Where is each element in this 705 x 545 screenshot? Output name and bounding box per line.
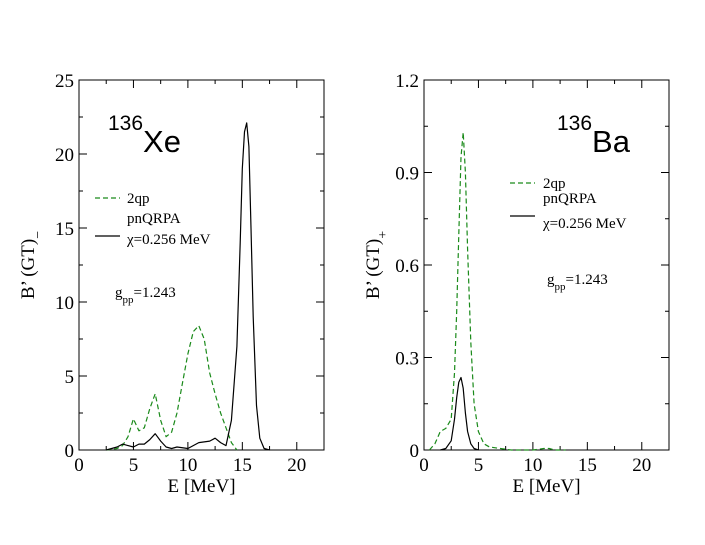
y-tick-label: 1.2 (395, 71, 419, 92)
y-tick-label: 15 (55, 219, 74, 240)
nucleus-element: Ba (592, 124, 631, 159)
y-axis-label: B’ (GT)+ (363, 231, 391, 299)
legend-label-pnqrpa: pnQRPA (543, 191, 597, 207)
x-tick-label: 5 (474, 455, 484, 476)
y-axis-label-subscript: + (376, 231, 391, 239)
nucleus-label: 136Ba (557, 112, 631, 159)
y-tick-label: 0 (65, 441, 75, 462)
series-line-2qp (106, 325, 238, 451)
plot-frame (78, 79, 325, 451)
gpp-value: =1.243 (566, 272, 608, 288)
x-tick-label: 20 (287, 455, 306, 476)
gpp-subscript: pp (555, 281, 567, 293)
y-axis-label-subscript: − (31, 231, 46, 239)
chart-panel-ba: 0 5 10 15 20 0 0.3 0.6 0.9 1.2 E [MeV] B’ (GT)+ 136B… (363, 71, 670, 497)
gpp-subscript: pp (123, 294, 135, 306)
gpp-annotation: gpp=1.243 (547, 272, 608, 293)
gpp-value: =1.243 (134, 285, 176, 301)
x-tick-label: 20 (632, 455, 651, 476)
y-tick-label: 0.3 (395, 349, 419, 370)
y-tick-label: 0.6 (395, 256, 419, 277)
legend-label-chi: χ=0.256 MeV (542, 216, 627, 232)
legend-label-chi: χ=0.256 MeV (126, 232, 211, 248)
x-tick-label: 0 (74, 455, 84, 476)
x-tick-label: 0 (419, 455, 429, 476)
chart-panel-xe: 0 5 10 15 20 0 5 10 15 20 25 E [MeV] B’ (GT)− 136Xe 2q… (18, 71, 325, 497)
legend-label-2qp: 2qp (543, 176, 566, 192)
x-axis-label: E [MeV] (512, 476, 580, 497)
y-tick-label: 0 (410, 441, 420, 462)
x-tick-label: 15 (578, 455, 597, 476)
x-tick-label: 5 (129, 455, 139, 476)
y-tick-label: 10 (55, 293, 74, 314)
nucleus-element: Xe (143, 124, 181, 159)
x-tick-label: 10 (178, 455, 197, 476)
x-tick-label: 10 (523, 455, 542, 476)
x-tick-label: 15 (233, 455, 252, 476)
x-axis-label: E [MeV] (167, 476, 235, 497)
nucleus-mass-number: 136 (108, 112, 143, 135)
y-tick-label: 20 (55, 145, 74, 166)
gpp-annotation: gpp=1.243 (115, 285, 176, 306)
series-line-pnqrpa (440, 376, 479, 451)
series-line-2qp (428, 131, 566, 451)
y-tick-label: 0.9 (395, 164, 419, 185)
nucleus-mass-number: 136 (557, 112, 592, 135)
series-line-pnqrpa (106, 122, 270, 451)
legend-label-pnqrpa: pnQRPA (127, 211, 181, 227)
y-tick-label: 5 (65, 367, 75, 388)
y-tick-label: 25 (55, 71, 74, 92)
legend-label-2qp: 2qp (127, 191, 150, 207)
y-axis-label: B’ (GT)− (18, 231, 46, 299)
nucleus-label: 136Xe (108, 112, 181, 159)
plot-frame (423, 79, 670, 451)
